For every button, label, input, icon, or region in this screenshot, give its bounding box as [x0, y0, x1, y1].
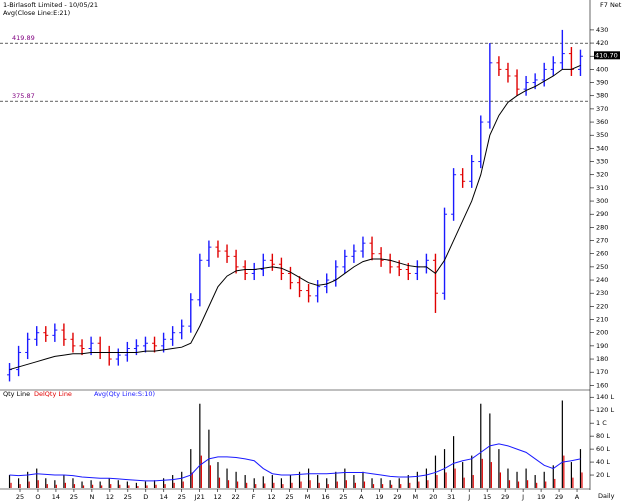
period-label: Daily	[598, 492, 615, 500]
x-tick-label: 12	[214, 493, 222, 501]
x-tick-label: 12	[267, 493, 275, 501]
x-tick-label: N	[89, 493, 94, 501]
x-tick-label: 20	[429, 493, 437, 501]
x-tick-label: 22	[231, 493, 239, 501]
x-tick-label: 25	[70, 493, 78, 501]
y-tick-label: 240	[596, 276, 608, 284]
y-tick-label: 430	[596, 26, 608, 34]
y-tick-label: 190	[596, 342, 608, 350]
y-tick-label: 250	[596, 263, 608, 271]
y-tick-label: 370	[596, 105, 608, 113]
y-tick-label: 300	[596, 197, 608, 205]
y-tick-label: 170	[596, 368, 608, 376]
x-tick-label: M	[413, 493, 419, 501]
x-tick-label: 31	[447, 493, 455, 501]
volume-tick-label: 1 C	[596, 419, 607, 427]
x-tick-label: J	[467, 493, 470, 501]
x-tick-label: J	[521, 493, 524, 501]
volume-tick-label: 140 L	[596, 393, 614, 401]
volume-legend: DelQty Line	[34, 390, 72, 398]
y-tick-label: 280	[596, 223, 608, 231]
y-tick-label: 260	[596, 250, 608, 258]
volume-tick-label: 60 L	[596, 445, 610, 453]
y-tick-label: 340	[596, 144, 608, 152]
x-tick-label: 29	[393, 493, 401, 501]
last-price-box	[594, 51, 620, 60]
y-tick-label: 420	[596, 39, 608, 47]
x-tick-label: 25	[16, 493, 24, 501]
level-label: 375.87	[12, 92, 35, 100]
x-tick-label: 25	[124, 493, 132, 501]
y-tick-label: 290	[596, 210, 608, 218]
level-label: 419.89	[12, 34, 35, 42]
x-tick-label: 14	[52, 493, 60, 501]
y-tick-label: 360	[596, 118, 608, 126]
x-tick-label: 25	[178, 493, 186, 501]
x-tick-label: J21	[194, 493, 205, 501]
y-tick-label: 350	[596, 131, 608, 139]
volume-legend: Qty Line	[3, 390, 30, 398]
x-tick-label: 19	[375, 493, 383, 501]
y-tick-label: 230	[596, 289, 608, 297]
volume-avg-line	[9, 443, 581, 482]
x-tick-label: 19	[537, 493, 545, 501]
volume-tick-label: 80 L	[596, 432, 610, 440]
y-tick-label: 380	[596, 92, 608, 100]
chart-subtitle: Avg(Close Line:E:21)	[3, 9, 70, 17]
y-tick-label: 200	[596, 329, 608, 337]
x-tick-label: 15	[483, 493, 491, 501]
x-tick-label: A	[575, 493, 580, 501]
y-tick-label: 310	[596, 184, 608, 192]
avg-line	[9, 64, 581, 371]
y-tick-label: 320	[596, 171, 608, 179]
y-tick-label: 160	[596, 381, 608, 389]
x-tick-label: 29	[501, 493, 509, 501]
corner-label: F7 Net	[600, 1, 622, 9]
y-tick-label: 400	[596, 65, 608, 73]
y-tick-label: 270	[596, 237, 608, 245]
x-tick-label: 25	[285, 493, 293, 501]
last-price-label: 410.70	[595, 51, 618, 59]
x-tick-label: D	[143, 493, 148, 501]
x-tick-label: 14	[160, 493, 168, 501]
volume-legend: Avg(Qty Line:S:10)	[94, 390, 155, 398]
x-tick-label: 25	[339, 493, 347, 501]
volume-tick-label: 40 L	[596, 458, 610, 466]
x-tick-label: 16	[321, 493, 329, 501]
y-tick-label: 180	[596, 355, 608, 363]
x-tick-label: F	[252, 493, 256, 501]
x-tick-label: 29	[555, 493, 563, 501]
volume-tick-label: 120 L	[596, 406, 614, 414]
y-tick-label: 330	[596, 158, 608, 166]
y-tick-label: 220	[596, 302, 608, 310]
x-tick-label: 12	[106, 493, 114, 501]
y-tick-label: 390	[596, 79, 608, 87]
x-tick-label: M	[305, 493, 311, 501]
y-tick-label: 210	[596, 316, 608, 324]
x-tick-label: A	[359, 493, 364, 501]
chart-title: 1-Birlasoft Limited - 10/05/21	[3, 1, 98, 9]
volume-tick-label: 20 L	[596, 471, 610, 479]
x-tick-label: O	[35, 493, 40, 501]
